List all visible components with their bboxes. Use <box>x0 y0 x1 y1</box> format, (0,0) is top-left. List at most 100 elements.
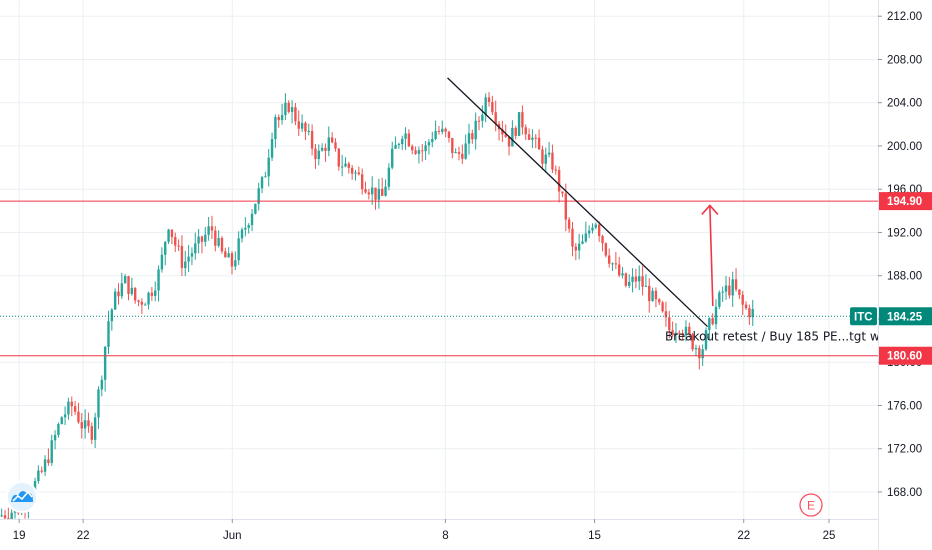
price-tick-label: 176.00 <box>887 400 922 412</box>
logo-line <box>12 490 33 502</box>
candle <box>671 321 674 337</box>
candle-body <box>123 276 127 284</box>
candle-body <box>337 148 341 167</box>
candle-body <box>424 145 427 152</box>
candle-body <box>294 107 297 122</box>
candle <box>454 148 457 154</box>
candle-body <box>284 102 287 116</box>
candle <box>417 146 421 164</box>
candle <box>451 137 454 159</box>
candle-body <box>571 228 574 247</box>
candle <box>708 317 711 340</box>
candle-body <box>541 149 544 164</box>
candle-body <box>100 379 104 390</box>
candle <box>604 242 608 258</box>
candle-body <box>711 318 714 325</box>
candle <box>70 396 73 417</box>
candle-body <box>267 157 270 177</box>
candle <box>407 129 411 148</box>
candle <box>90 422 93 445</box>
candle <box>638 265 641 291</box>
candle-body <box>407 133 411 147</box>
candle-body <box>724 285 728 292</box>
candle <box>471 129 474 144</box>
time-axis-bg <box>0 519 878 550</box>
events-badge[interactable]: E <box>799 493 823 517</box>
last-price-badge-label: 184.25 <box>887 311 923 323</box>
candle <box>681 329 684 341</box>
candle-body <box>317 150 320 160</box>
candle <box>531 129 534 149</box>
tradingview-cloud-icon[interactable] <box>6 481 38 513</box>
candle-body <box>174 237 177 246</box>
time-tick-label: Jun <box>223 530 242 542</box>
candle <box>340 154 344 177</box>
candle-body <box>678 332 681 334</box>
target-arrow[interactable] <box>701 204 719 307</box>
candle-body <box>0 515 3 517</box>
candle <box>100 375 104 397</box>
candle-body <box>427 142 431 146</box>
candle <box>304 121 307 140</box>
candle-body <box>614 263 618 265</box>
candle <box>267 149 270 187</box>
candle-body <box>631 276 634 282</box>
time-tick-label: 22 <box>77 530 90 542</box>
candle-body <box>197 236 200 244</box>
candle-body <box>344 163 347 167</box>
candle <box>47 448 50 466</box>
price-tick-label: 168.00 <box>887 487 922 499</box>
trend-line[interactable] <box>447 77 708 328</box>
candle-body <box>37 470 40 482</box>
price-levels <box>0 200 878 357</box>
candle-body <box>340 166 344 168</box>
candle <box>534 134 537 149</box>
candle <box>391 141 394 170</box>
candle <box>654 287 658 308</box>
time-axis: 19 22 Jun 8 15 22 25 <box>0 519 878 550</box>
time-tick-label: 15 <box>588 530 601 542</box>
candle <box>177 239 180 252</box>
candle-body <box>73 406 77 412</box>
candle <box>190 247 194 265</box>
candle-body <box>484 97 487 115</box>
candle <box>113 288 117 310</box>
candle-body <box>70 401 73 407</box>
candle <box>397 142 401 149</box>
candle <box>718 290 721 310</box>
candle <box>738 289 741 299</box>
candle <box>67 397 70 420</box>
candle-body <box>144 304 147 306</box>
candle-body <box>133 287 137 301</box>
candle <box>597 221 601 242</box>
candle-body <box>387 167 391 187</box>
candle <box>63 406 67 425</box>
candle <box>734 268 738 292</box>
candle <box>701 344 704 366</box>
candle <box>554 165 557 175</box>
candle-body <box>527 134 531 140</box>
candle-body <box>641 276 644 287</box>
candle <box>224 247 227 258</box>
candle <box>330 132 334 144</box>
candle-body <box>80 422 83 429</box>
candle-body <box>664 311 668 318</box>
candle-body <box>684 326 688 336</box>
candle-body <box>688 326 691 335</box>
candle <box>691 332 694 352</box>
candle <box>50 434 53 466</box>
candle-body <box>437 130 441 132</box>
candle-body <box>367 192 371 195</box>
candle <box>491 95 494 116</box>
candle <box>103 345 107 392</box>
candle <box>37 465 40 484</box>
last-price-badge-bg <box>879 307 932 326</box>
candle <box>117 283 120 305</box>
candle <box>257 182 260 211</box>
candle <box>197 228 200 254</box>
candle <box>200 235 204 254</box>
candle-body <box>547 152 551 155</box>
candle <box>137 299 140 307</box>
level-badge-bg <box>879 192 932 211</box>
